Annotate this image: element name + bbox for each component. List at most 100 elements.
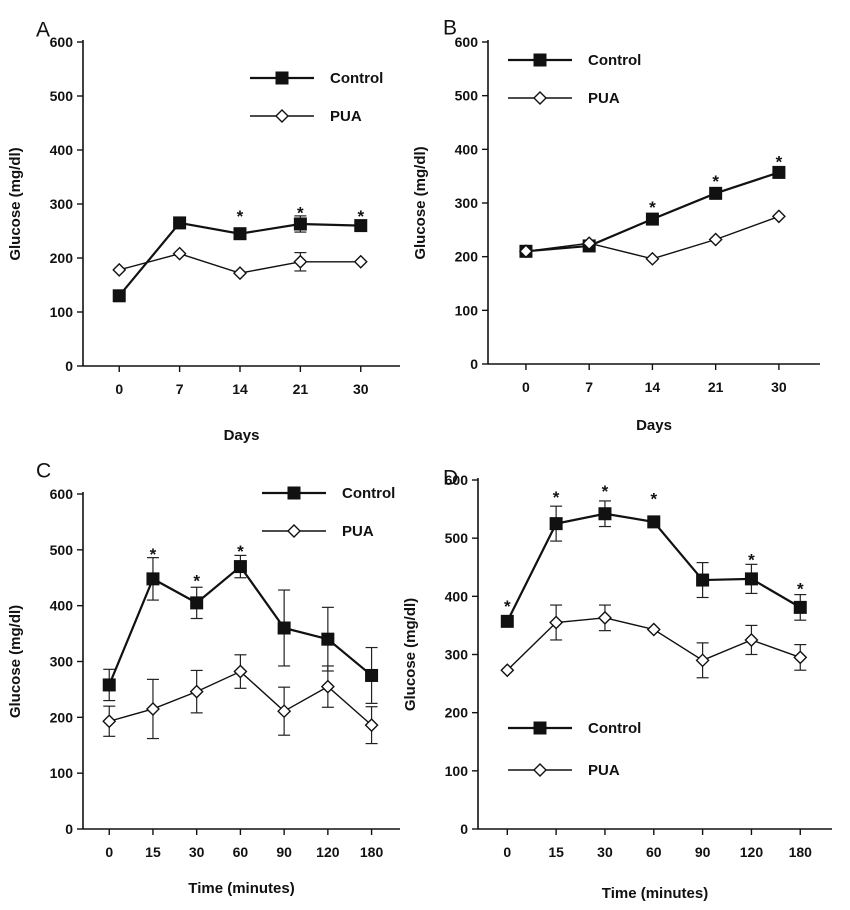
- y-axis-title: Glucose (mg/dl): [7, 605, 24, 718]
- x-tick-label: 30: [353, 381, 369, 397]
- data-point-control: [233, 227, 247, 241]
- y-tick-label: 0: [470, 356, 478, 372]
- y-tick-label: 200: [455, 249, 479, 265]
- x-tick-label: 180: [789, 844, 813, 860]
- legend: Control PUA: [262, 485, 395, 540]
- data-point-control: [772, 165, 786, 179]
- data-point-control: [277, 621, 291, 635]
- data-point-pua: [364, 718, 379, 733]
- data-point-control: [793, 600, 807, 614]
- significance-star: *: [553, 488, 560, 507]
- y-tick-label: 0: [460, 821, 468, 837]
- y-tick-label: 0: [65, 821, 73, 837]
- x-axis-title: Days: [224, 427, 260, 444]
- significance-star: *: [297, 203, 304, 222]
- y-tick-label: 0: [65, 358, 73, 374]
- x-tick-label: 30: [597, 844, 613, 860]
- x-tick-label: 0: [115, 381, 123, 397]
- series-control: [500, 500, 807, 628]
- panel-letter: A: [36, 18, 50, 41]
- data-point-pua: [549, 615, 564, 630]
- significance-star: *: [237, 542, 244, 561]
- significance-star: *: [748, 551, 755, 570]
- legend-marker-pua: [287, 524, 301, 538]
- data-point-pua: [277, 704, 292, 719]
- x-tick-label: 180: [360, 844, 384, 860]
- y-tick-label: 100: [50, 765, 74, 781]
- legend-marker-control: [533, 53, 547, 67]
- y-tick-label: 100: [455, 302, 479, 318]
- series-pua: [518, 209, 786, 266]
- y-tick-label: 400: [445, 588, 469, 604]
- x-tick-label: 14: [232, 381, 248, 397]
- series-pua: [112, 246, 368, 281]
- significance-star: *: [602, 482, 609, 501]
- data-point-control: [696, 573, 710, 587]
- data-point-pua: [645, 251, 660, 266]
- x-tick-label: 60: [646, 844, 662, 860]
- data-point-pua: [189, 684, 204, 699]
- data-point-pua: [771, 209, 786, 224]
- legend-label-control: Control: [588, 720, 641, 737]
- y-tick-label: 200: [445, 705, 469, 721]
- x-tick-label: 0: [522, 379, 530, 395]
- legend-label-pua: PUA: [588, 90, 620, 107]
- panel-letter: C: [36, 459, 51, 482]
- series-control: [112, 215, 368, 303]
- significance-star: *: [797, 580, 804, 599]
- data-point-control: [744, 572, 758, 586]
- significance-star: *: [357, 207, 364, 226]
- legend-marker-pua: [533, 763, 547, 777]
- x-tick-label: 120: [740, 844, 764, 860]
- y-tick-label: 300: [455, 195, 479, 211]
- x-tick-label: 21: [293, 381, 309, 397]
- data-point-control: [112, 289, 126, 303]
- data-point-pua: [582, 236, 597, 251]
- y-tick-label: 600: [50, 34, 74, 50]
- y-tick-label: 500: [445, 530, 469, 546]
- y-tick-label: 400: [50, 142, 74, 158]
- data-point-control: [647, 515, 661, 529]
- legend: Control PUA: [508, 720, 641, 779]
- data-point-pua: [744, 632, 759, 647]
- data-point-control: [190, 596, 204, 610]
- y-tick-label: 600: [445, 472, 469, 488]
- data-point-control: [146, 572, 160, 586]
- x-axis-title: Time (minutes): [188, 880, 294, 897]
- x-axis-title: Days: [636, 417, 672, 434]
- significance-star: *: [650, 490, 657, 509]
- x-tick-label: 30: [771, 379, 787, 395]
- data-point-control: [549, 517, 563, 531]
- data-point-control: [293, 217, 307, 231]
- x-tick-label: 0: [503, 844, 511, 860]
- data-point-pua: [233, 266, 247, 281]
- series-pua: [102, 654, 379, 745]
- panel-b: B 0 100 200 300 400 500 600 0 7 14 21 30 Days Glucose …: [412, 16, 820, 434]
- x-tick-label: 7: [176, 381, 184, 397]
- data-point-pua: [293, 254, 308, 269]
- x-tick-label: 15: [548, 844, 564, 860]
- y-tick-label: 500: [50, 88, 74, 104]
- legend-label-control: Control: [342, 485, 395, 502]
- y-tick-label: 600: [455, 34, 479, 50]
- data-point-pua: [102, 714, 117, 729]
- panel-letter: B: [443, 16, 457, 39]
- significance-star: *: [193, 572, 200, 591]
- data-point-pua: [353, 254, 368, 269]
- y-tick-label: 200: [50, 250, 74, 266]
- legend-marker-control: [287, 486, 301, 500]
- data-point-pua: [597, 610, 612, 625]
- y-tick-label: 500: [455, 88, 479, 104]
- y-tick-label: 300: [445, 647, 469, 663]
- legend-label-pua: PUA: [342, 523, 374, 540]
- y-axis-title: Glucose (mg/dl): [402, 598, 419, 711]
- x-tick-label: 21: [708, 379, 724, 395]
- panel-a: A 0 100 200 300 400 500 600 0 7 14 21 30 Days Glucose …: [7, 18, 400, 444]
- data-point-control: [709, 186, 723, 200]
- data-point-pua: [708, 232, 723, 247]
- legend-label-pua: PUA: [588, 762, 620, 779]
- y-tick-label: 300: [50, 654, 74, 670]
- data-point-control: [173, 216, 187, 230]
- significance-star: *: [504, 597, 511, 616]
